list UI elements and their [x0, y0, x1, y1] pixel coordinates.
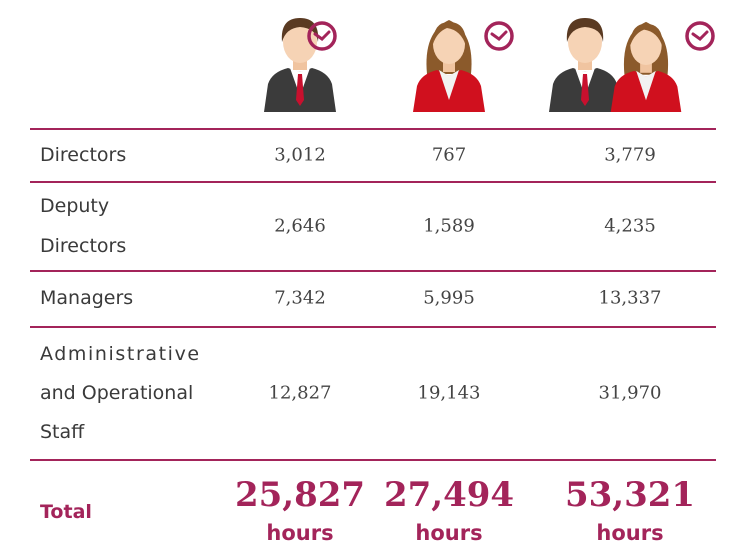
cell-value: 2,646	[274, 215, 326, 236]
total-unit: hours	[266, 521, 334, 545]
total-value: 53,321	[564, 475, 696, 515]
row-label: Staff	[40, 420, 85, 443]
total-unit: hours	[596, 521, 664, 545]
cell-value: 3,779	[604, 144, 656, 165]
cell-value: 1,589	[423, 215, 475, 236]
cell-value: 19,143	[417, 382, 481, 403]
row-divider	[30, 326, 716, 328]
total-value: 27,494	[383, 475, 515, 515]
total-unit: hours	[415, 521, 483, 545]
row-label: Administrative	[40, 342, 201, 365]
cell-value: 767	[431, 144, 467, 165]
cell-value: 13,337	[598, 287, 662, 309]
total-value: 25,827	[234, 475, 366, 515]
row-label: and Operational	[40, 381, 194, 404]
cell-value: 4,235	[604, 215, 656, 236]
row-divider	[30, 181, 716, 183]
row-label: Directors	[40, 234, 127, 257]
cell-value: 12,827	[268, 382, 332, 403]
row-label: Deputy	[40, 194, 110, 217]
total-label: Total	[40, 501, 92, 523]
cell-value: 3,012	[274, 144, 326, 165]
row-divider	[30, 128, 716, 130]
row-divider	[30, 459, 716, 461]
cell-value: 5,995	[423, 287, 475, 309]
row-label: Directors	[40, 143, 127, 166]
cell-value: 7,342	[274, 287, 326, 309]
row-label: Managers	[40, 287, 134, 309]
cell-value: 31,970	[598, 382, 662, 403]
row-divider	[30, 270, 716, 272]
